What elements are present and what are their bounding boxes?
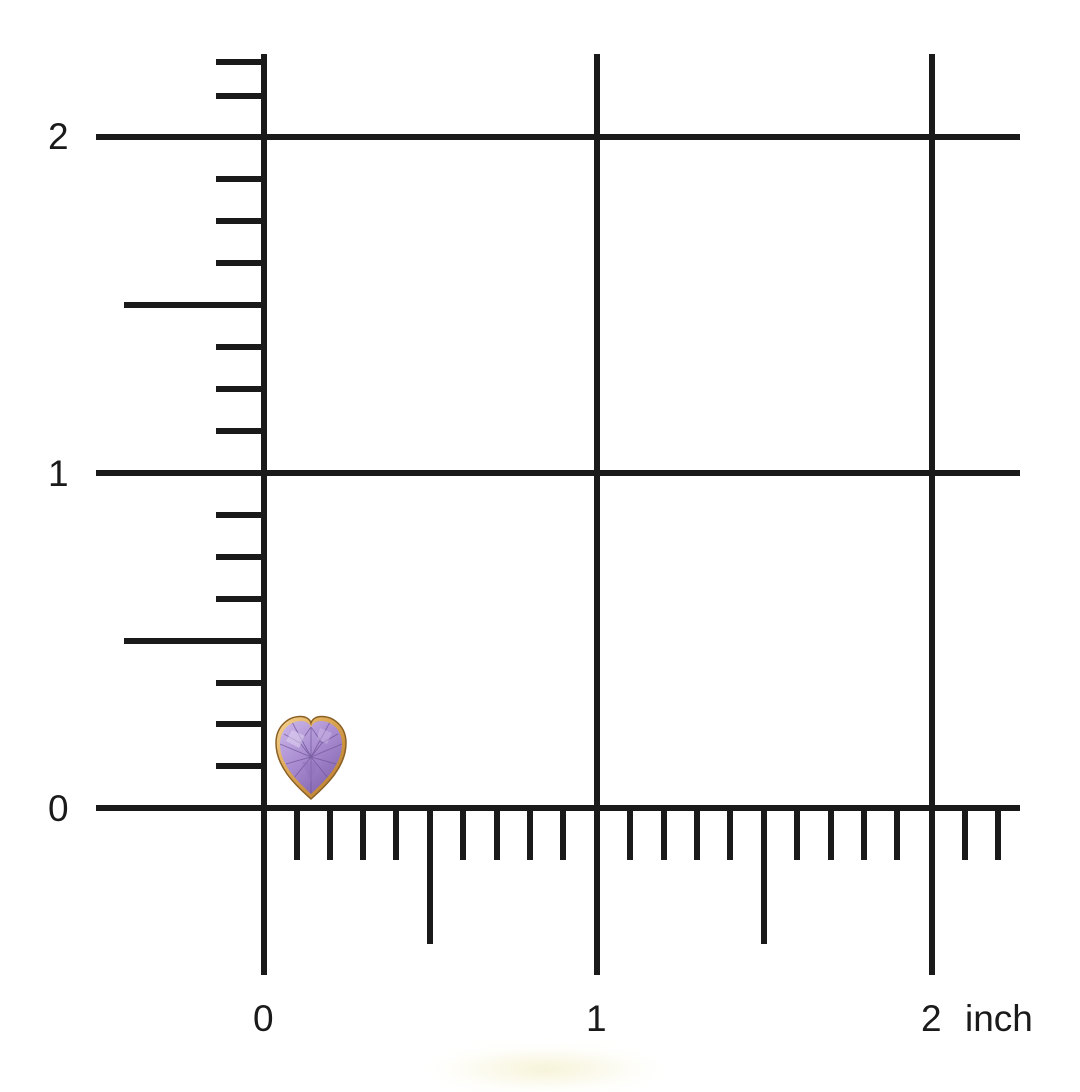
- x-axis-label-0: 0: [253, 998, 274, 1039]
- gem-facets: [280, 721, 342, 794]
- y-axis-label-2: 2: [48, 116, 69, 157]
- amethyst-heart-gemstone: [272, 700, 350, 801]
- x-axis-label-2: 2: [921, 998, 942, 1039]
- y-axis-label-0: 0: [48, 788, 69, 829]
- gem-highlights: [286, 728, 332, 782]
- x-axis-label-1: 1: [586, 998, 607, 1039]
- x-axis-unit-label: inch: [965, 998, 1033, 1039]
- gemstone-graphic: [275, 715, 347, 801]
- y-axis-label-1: 1: [48, 453, 69, 494]
- drop-shadow: [430, 1046, 660, 1092]
